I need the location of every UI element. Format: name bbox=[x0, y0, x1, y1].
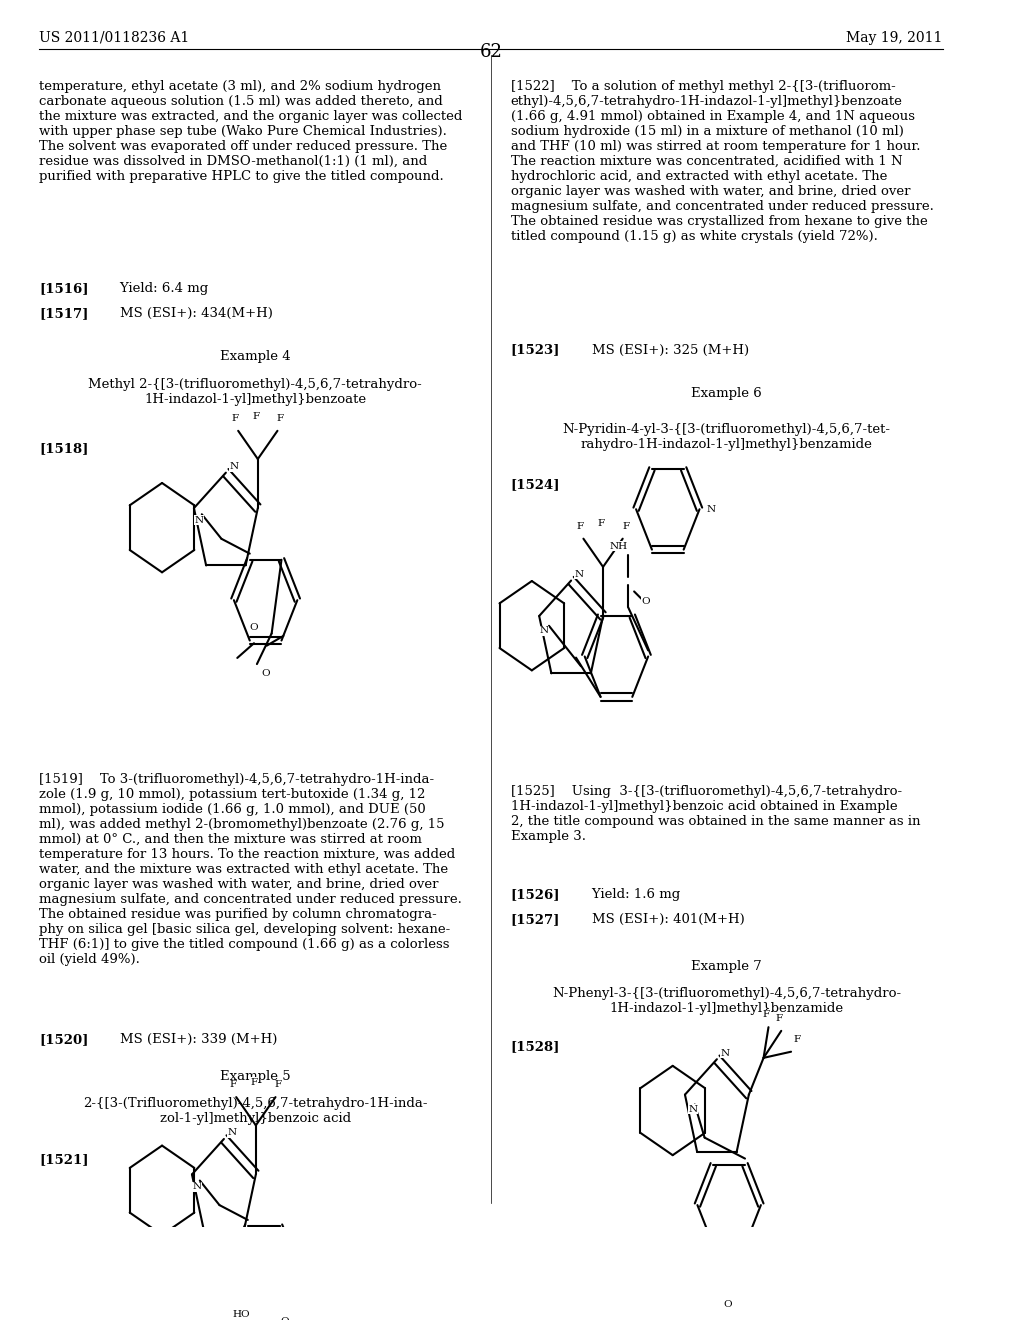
Text: F: F bbox=[250, 1078, 257, 1086]
Text: O: O bbox=[642, 597, 650, 606]
Text: O: O bbox=[281, 1317, 289, 1320]
Text: Methyl 2-{[3-(trifluoromethyl)-4,5,6,7-tetrahydro-
1H-indazol-1-yl]methyl}benzoa: Methyl 2-{[3-(trifluoromethyl)-4,5,6,7-t… bbox=[88, 378, 422, 407]
Text: May 19, 2011: May 19, 2011 bbox=[847, 30, 943, 45]
Text: O: O bbox=[261, 669, 270, 678]
Text: N: N bbox=[707, 504, 716, 513]
Text: F: F bbox=[274, 1080, 282, 1089]
Text: N-Phenyl-3-{[3-(trifluoromethyl)-4,5,6,7-tetrahydro-
1H-indazol-1-yl]methyl}benz: N-Phenyl-3-{[3-(trifluoromethyl)-4,5,6,7… bbox=[552, 986, 901, 1015]
Text: F: F bbox=[577, 521, 584, 531]
Text: [1516]: [1516] bbox=[39, 282, 89, 296]
Text: F: F bbox=[763, 1010, 770, 1019]
Text: [1527]: [1527] bbox=[511, 913, 560, 925]
Text: Yield: 6.4 mg: Yield: 6.4 mg bbox=[103, 282, 208, 296]
Text: MS (ESI+): 339 (M+H): MS (ESI+): 339 (M+H) bbox=[103, 1034, 278, 1047]
Text: temperature, ethyl acetate (3 ml), and 2% sodium hydrogen
carbonate aqueous solu: temperature, ethyl acetate (3 ml), and 2… bbox=[39, 79, 463, 182]
Text: O: O bbox=[250, 623, 258, 632]
Text: F: F bbox=[623, 521, 629, 531]
Text: N: N bbox=[574, 570, 584, 579]
Text: [1526]: [1526] bbox=[511, 888, 560, 902]
Text: [1520]: [1520] bbox=[39, 1034, 89, 1047]
Text: Example 4: Example 4 bbox=[220, 350, 291, 363]
Text: [1519]    To 3-(trifluoromethyl)-4,5,6,7-tetrahydro-1H-inda-
zole (1.9 g, 10 mmo: [1519] To 3-(trifluoromethyl)-4,5,6,7-te… bbox=[39, 774, 462, 966]
Text: F: F bbox=[598, 520, 604, 528]
Text: MS (ESI+): 434(M+H): MS (ESI+): 434(M+H) bbox=[103, 306, 273, 319]
Text: N: N bbox=[193, 1183, 202, 1191]
Text: [1521]: [1521] bbox=[39, 1154, 89, 1167]
Text: MS (ESI+): 325 (M+H): MS (ESI+): 325 (M+H) bbox=[574, 343, 749, 356]
Text: [1525]    Using  3-{[3-(trifluoromethyl)-4,5,6,7-tetrahydro-
1H-indazol-1-yl]met: [1525] Using 3-{[3-(trifluoromethyl)-4,5… bbox=[511, 785, 921, 843]
Text: [1528]: [1528] bbox=[511, 1040, 560, 1053]
Text: Yield: 1.6 mg: Yield: 1.6 mg bbox=[574, 888, 680, 902]
Text: N: N bbox=[195, 516, 204, 525]
Text: N: N bbox=[227, 1129, 237, 1138]
Text: F: F bbox=[229, 1080, 237, 1089]
Text: 2-{[3-(Trifluoromethyl)-4,5,6,7-tetrahydro-1H-inda-
zol-1-yl]methyl}benzoic acid: 2-{[3-(Trifluoromethyl)-4,5,6,7-tetrahyd… bbox=[83, 1097, 428, 1125]
Text: N: N bbox=[720, 1048, 729, 1057]
Text: [1517]: [1517] bbox=[39, 306, 89, 319]
Text: N: N bbox=[688, 1105, 697, 1114]
Text: [1518]: [1518] bbox=[39, 442, 89, 455]
Text: Example 5: Example 5 bbox=[220, 1071, 291, 1082]
Text: O: O bbox=[724, 1300, 732, 1309]
Text: [1524]: [1524] bbox=[511, 479, 560, 491]
Text: N-Pyridin-4-yl-3-{[3-(trifluoromethyl)-4,5,6,7-tet-
rahydro-1H-indazol-1-yl]meth: N-Pyridin-4-yl-3-{[3-(trifluoromethyl)-4… bbox=[563, 424, 891, 451]
Text: N: N bbox=[540, 626, 549, 635]
Text: [1523]: [1523] bbox=[511, 343, 560, 356]
Text: F: F bbox=[252, 412, 259, 421]
Text: F: F bbox=[776, 1014, 782, 1023]
Text: 62: 62 bbox=[479, 44, 503, 61]
Text: NH: NH bbox=[609, 541, 628, 550]
Text: N: N bbox=[229, 462, 239, 471]
Text: F: F bbox=[794, 1035, 801, 1044]
Text: Example 7: Example 7 bbox=[691, 960, 762, 973]
Text: F: F bbox=[276, 414, 284, 422]
Text: HO: HO bbox=[232, 1309, 250, 1319]
Text: F: F bbox=[231, 414, 239, 422]
Text: MS (ESI+): 401(M+H): MS (ESI+): 401(M+H) bbox=[574, 913, 744, 925]
Text: Example 6: Example 6 bbox=[691, 387, 762, 400]
Text: US 2011/0118236 A1: US 2011/0118236 A1 bbox=[39, 30, 189, 45]
Text: [1522]    To a solution of methyl methyl 2-{[3-(trifluorom-
ethyl)-4,5,6,7-tetra: [1522] To a solution of methyl methyl 2-… bbox=[511, 79, 934, 243]
